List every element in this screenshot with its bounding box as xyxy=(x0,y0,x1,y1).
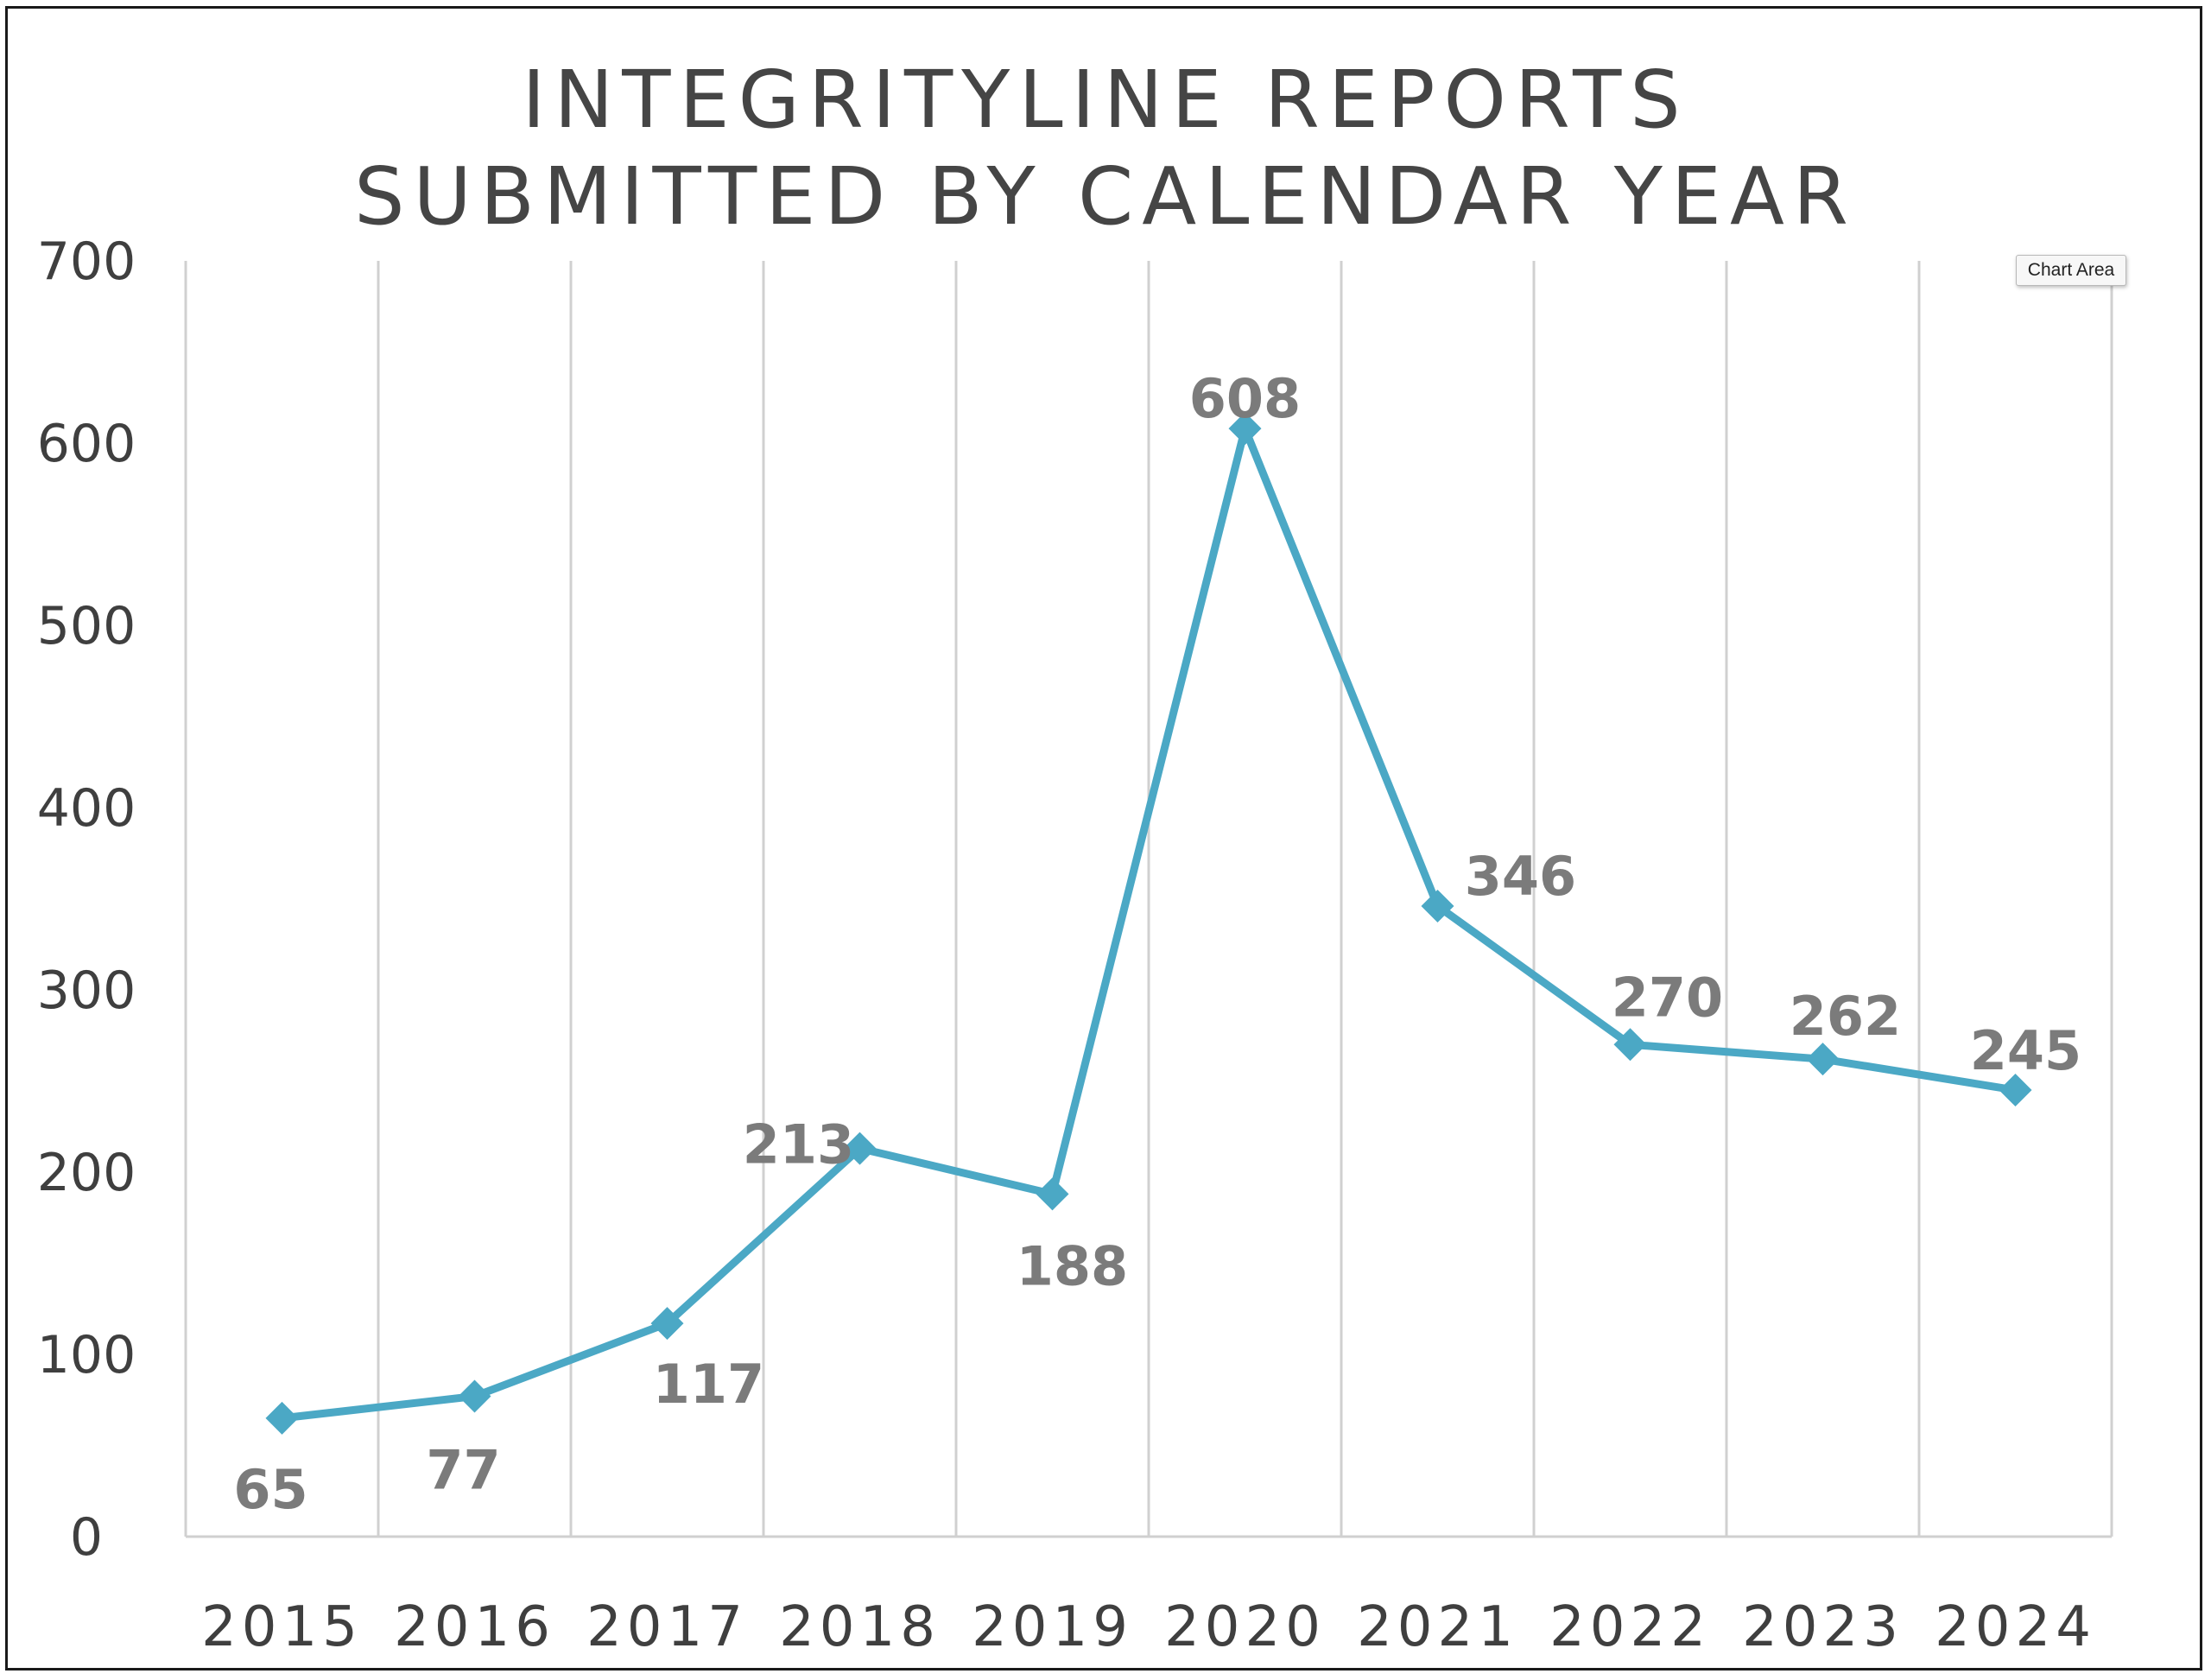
data-point-marker xyxy=(458,1379,491,1413)
data-point-marker xyxy=(265,1401,299,1435)
data-label: 65 xyxy=(233,1458,307,1521)
y-tick-label: 0 xyxy=(70,1507,103,1568)
data-label: 262 xyxy=(1790,985,1901,1048)
chart-area-tooltip: Chart Area xyxy=(2016,255,2126,286)
data-label: 245 xyxy=(1970,1019,2081,1082)
data-label: 346 xyxy=(1465,845,1576,908)
data-label: 270 xyxy=(1612,966,1723,1029)
x-tick-label: 2021 xyxy=(1357,1595,1518,1659)
x-tick-label: 2016 xyxy=(394,1595,555,1659)
data-point-marker xyxy=(1806,1043,1840,1076)
x-tick-label: 2019 xyxy=(972,1595,1133,1659)
y-tick-label: 600 xyxy=(37,414,136,474)
data-point-marker xyxy=(1036,1177,1069,1211)
data-point-marker xyxy=(1421,889,1454,922)
data-label: 213 xyxy=(743,1113,854,1176)
axes: 0 100 200 300 400 500 600 700 2015 2016 2017 2018 20… xyxy=(37,231,2112,1659)
gridlines xyxy=(184,261,2113,1537)
series-reports xyxy=(265,412,2032,1435)
chart-title-line-1: INTEGRITYLINE REPORTS xyxy=(522,54,1689,146)
data-label: 608 xyxy=(1189,367,1301,430)
y-tick-label: 100 xyxy=(37,1325,136,1385)
x-tick-label: 2023 xyxy=(1742,1595,1904,1659)
data-label: 188 xyxy=(1017,1234,1128,1297)
y-tick-label: 700 xyxy=(37,231,136,292)
data-labels: 65 77 117 213 188 608 346 270 262 245 xyxy=(233,367,2081,1521)
y-tick-label: 500 xyxy=(37,596,136,656)
data-point-marker xyxy=(650,1307,684,1341)
data-point-marker xyxy=(843,1132,877,1165)
y-tick-label: 200 xyxy=(37,1143,136,1203)
chart-title: INTEGRITYLINE REPORTS SUBMITTED BY CALEN… xyxy=(0,52,2211,245)
x-tick-label: 2017 xyxy=(586,1595,748,1659)
x-tick-label: 2022 xyxy=(1549,1595,1711,1659)
data-point-marker xyxy=(1999,1074,2032,1107)
x-tick-label: 2020 xyxy=(1164,1595,1326,1659)
y-tick-label: 400 xyxy=(37,778,136,839)
y-tick-label: 300 xyxy=(37,960,136,1021)
x-tick-label: 2024 xyxy=(1935,1595,2096,1659)
series-line xyxy=(278,424,2019,1423)
x-tick-label: 2015 xyxy=(201,1595,363,1659)
x-tick-label: 2018 xyxy=(779,1595,941,1659)
chart-area[interactable] xyxy=(5,6,2202,1670)
data-point-marker xyxy=(1228,412,1262,446)
chart-title-line-2: SUBMITTED BY CALENDAR YEAR xyxy=(354,150,1857,243)
data-point-marker xyxy=(1613,1028,1647,1062)
data-label: 77 xyxy=(426,1439,500,1502)
data-label: 117 xyxy=(653,1353,764,1416)
